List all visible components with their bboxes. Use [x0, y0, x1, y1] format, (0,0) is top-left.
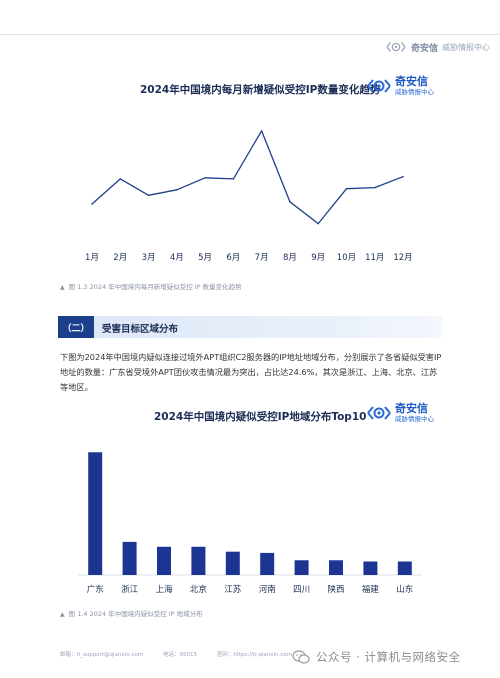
footer-phone: 电话：95015	[162, 652, 197, 658]
header-brand-subtitle: 威胁情报中心	[442, 42, 490, 52]
caption-triangle-icon: ▲	[60, 284, 65, 291]
section-title: 受害目标区域分布	[102, 324, 179, 335]
data-point-9月	[317, 222, 319, 225]
x-tick-label: 1月	[85, 253, 99, 263]
bar-上海	[157, 546, 171, 575]
footer-email: 邮箱：ti_support@qianxin.com	[60, 652, 144, 658]
page-header: 奇安信 威胁情报中心	[0, 0, 500, 62]
data-point-3月	[147, 194, 150, 197]
bar-广东	[88, 452, 103, 575]
x-tick-label: 广东	[87, 584, 104, 595]
qianxin-logo-icon	[386, 42, 406, 52]
monthly-trend-line-chart: 1月 2月 3月 4月 5月 6月 7月 8月 9月 10月 11月 12月	[85, 130, 413, 263]
chart1-brand-subtitle: 威胁情报中心	[395, 88, 434, 96]
x-tick-label: 上海	[155, 584, 173, 595]
wechat-icon	[292, 650, 310, 664]
x-tick-label: 12月	[393, 253, 412, 263]
data-point-4月	[176, 189, 178, 191]
x-tick-label: 江苏	[224, 584, 242, 595]
data-point-6月	[232, 178, 235, 180]
data-point-8月	[289, 201, 291, 203]
chart1-caption-row: ▲ 图 1.3 2024 年中国境内每月新增疑似受控 IP 数量变化趋势	[60, 281, 242, 291]
bar-山东	[397, 561, 412, 575]
chart2-brand-logo: 奇安信 威胁情报中心	[366, 403, 434, 423]
data-point-2月	[119, 178, 122, 180]
x-tick-label: 山东	[396, 584, 413, 595]
x-tick-label: 4月	[170, 253, 184, 263]
chart1-brand-name: 奇安信	[395, 75, 428, 88]
body-paragraph: 下图为2024年中国境内疑似连接过境外APT组织C2服务器的IP地址地域分布，分…	[60, 352, 442, 392]
data-point-1月	[91, 203, 93, 205]
x-tick-label: 河南	[259, 584, 276, 595]
header-brand: 奇安信 威胁情报中心	[385, 40, 490, 54]
x-tick-label: 6月	[226, 253, 240, 263]
chart2-title: 2024年中国境内疑似受控IP地域分布Top10	[154, 411, 367, 423]
page-footer: 邮箱：ti_support@qianxin.com 电话：95015 官网：ht…	[60, 650, 310, 658]
page-number: 7	[437, 650, 441, 657]
bar-浙江	[122, 541, 137, 575]
chart1-brand-logo: 奇安信 威胁情报中心	[366, 76, 434, 96]
x-tick-label: 四川	[293, 585, 310, 595]
caption-triangle-icon: ▲	[60, 611, 65, 618]
region-top10-bar-chart: 广东 浙江 上海 北京 江苏 河南 四川 陕西 福建 山东	[78, 452, 422, 595]
data-point-11月	[373, 186, 376, 189]
wechat-watermark: 公众号 · 计算机与网络安全	[292, 649, 460, 665]
x-tick-label: 陕西	[327, 584, 344, 595]
bar-北京	[191, 546, 206, 575]
data-point-12月	[402, 175, 404, 178]
x-tick-label: 2月	[113, 253, 127, 263]
qianxin-logo-icon	[367, 79, 391, 93]
bar-河南	[260, 552, 275, 575]
x-tick-label: 10月	[337, 253, 356, 263]
data-point-5月	[204, 177, 206, 179]
x-tick-label: 5月	[198, 253, 212, 263]
bar-陕西	[329, 560, 343, 575]
series-line	[91, 130, 404, 225]
qianxin-logo-icon	[367, 406, 391, 420]
bar-福建	[363, 561, 378, 575]
x-tick-label: 浙江	[121, 584, 139, 595]
chart2-brand-subtitle: 威胁情报中心	[395, 415, 434, 423]
footer-website: 官网：https://ti.qianxin.com	[216, 652, 292, 658]
data-point-10月	[345, 187, 348, 190]
bar-江苏	[225, 551, 240, 575]
section-header-bar	[58, 316, 442, 338]
chart1-title: 2024年中国境内每月新增疑似受控IP数量变化趋势	[140, 84, 381, 96]
x-tick-label: 11月	[365, 253, 384, 263]
header-brand-name: 奇安信	[410, 43, 438, 54]
chart2-caption: 图 1.4 2024 年中国境内疑似受控 IP 地域分布	[68, 610, 203, 618]
bar-四川	[294, 560, 309, 575]
header-divider	[0, 34, 500, 35]
data-point-7月	[260, 130, 263, 132]
chart2-brand-name: 奇安信	[395, 402, 428, 415]
x-tick-label: 福建	[362, 584, 380, 595]
x-tick-label: 3月	[142, 253, 156, 263]
x-tick-label: 8月	[283, 253, 297, 263]
section-number: （二）	[58, 316, 94, 338]
watermark-text: 公众号 · 计算机与网络安全	[316, 650, 461, 664]
chart1-caption: 图 1.3 2024 年中国境内每月新增疑似受控 IP 数量变化趋势	[68, 283, 242, 291]
x-tick-label: 北京	[190, 584, 207, 595]
x-tick-label: 7月	[255, 253, 269, 263]
chart2-caption-row: ▲ 图 1.4 2024 年中国境内疑似受控 IP 地域分布	[60, 608, 203, 618]
x-tick-label: 9月	[311, 253, 325, 263]
